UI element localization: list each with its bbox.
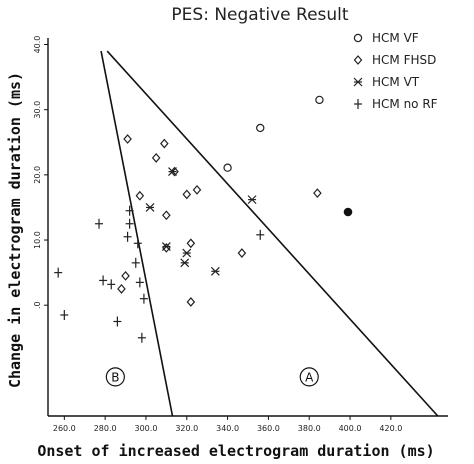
y-tick-label: 30.0 xyxy=(33,101,42,119)
data-point-x xyxy=(182,248,192,258)
data-point-diamond xyxy=(237,248,247,258)
legend-marker-plus xyxy=(354,99,362,109)
data-point-diamond xyxy=(170,166,179,177)
data-point-plus xyxy=(107,279,116,290)
x-tick-label: 360.0 xyxy=(257,424,280,433)
legend-entry: HCM no RF xyxy=(372,97,438,111)
data-point-circle xyxy=(256,123,265,133)
boundary-line xyxy=(100,50,174,417)
chart-title: PES: Negative Result xyxy=(171,5,348,25)
y-tick-label: 40.0 xyxy=(33,36,42,54)
x-tick-label: 280.0 xyxy=(94,424,117,433)
data-point-x xyxy=(145,203,155,212)
data-point-diamond xyxy=(160,138,169,149)
data-point-plus xyxy=(133,238,142,249)
data-point-diamond xyxy=(135,190,145,201)
y-tick-label: .0 xyxy=(33,301,42,309)
data-point-x xyxy=(247,195,257,205)
legend-entry: HCM VF xyxy=(372,31,419,45)
data-point-circle xyxy=(223,163,232,172)
data-point-diamond xyxy=(182,189,192,200)
x-tick-label: 340.0 xyxy=(216,424,239,433)
data-point-x xyxy=(161,242,171,251)
data-point-plus xyxy=(125,205,134,216)
legend-entry: HCM VT xyxy=(372,75,420,89)
legend-marker-diamond xyxy=(353,55,363,65)
data-point-plus xyxy=(125,218,134,229)
x-tick-label: 260.0 xyxy=(53,424,76,433)
data-point-plus xyxy=(60,309,69,320)
region-label: B xyxy=(111,370,119,384)
data-point-plus xyxy=(54,267,63,278)
data-point-diamond xyxy=(151,153,161,163)
data-point-plus xyxy=(135,277,144,288)
data-point-diamond xyxy=(162,210,171,221)
x-tick-label: 420.0 xyxy=(379,424,402,433)
data-point-circle xyxy=(315,95,324,105)
x-tick-label: 300.0 xyxy=(135,424,158,433)
data-point-diamond xyxy=(186,238,196,249)
region-circle xyxy=(105,367,125,387)
data-point-plus xyxy=(131,257,140,268)
data-point-plus xyxy=(113,316,122,327)
x-tick-label: 320.0 xyxy=(175,424,198,433)
y-tick-label: 10.0 xyxy=(33,231,42,249)
x-tick-label: 400.0 xyxy=(339,424,362,433)
legend-marker-x xyxy=(353,77,363,87)
data-point-x xyxy=(180,258,190,268)
plot-area: 260.0 280.0 300.0 320.0 340.0 360.0 380.0 400.0… xyxy=(33,36,448,433)
legend-marker-circle xyxy=(353,33,363,43)
data-point-x xyxy=(168,167,177,177)
data-point-plus xyxy=(256,229,265,240)
legend: HCM VF HCM FHSD HCM VT HCM no RF xyxy=(353,31,438,111)
data-point-diamond xyxy=(313,188,322,199)
legend-entry: HCM FHSD xyxy=(372,53,436,67)
y-tick-label: 20.0 xyxy=(33,166,42,184)
x-axis-label: Onset of increased electrogram duration … xyxy=(37,442,434,460)
data-point-filled-circle xyxy=(343,207,353,217)
data-point-diamond xyxy=(123,134,132,144)
data-point-plus xyxy=(137,332,146,343)
data-point-diamond xyxy=(186,297,196,307)
data-point-plus xyxy=(123,231,132,242)
data-point-x xyxy=(210,266,220,276)
data-point-diamond xyxy=(121,270,130,281)
region-label: A xyxy=(305,370,314,384)
y-axis-label: Change in electrogram duration (ms) xyxy=(6,72,24,388)
data-point-plus xyxy=(139,293,148,304)
boundary-line xyxy=(106,50,439,417)
data-point-plus xyxy=(95,218,104,229)
data-point-diamond xyxy=(117,284,126,294)
region-circle xyxy=(299,367,319,387)
data-point-diamond xyxy=(162,242,171,253)
data-point-plus xyxy=(99,275,108,286)
data-point-diamond xyxy=(192,184,202,195)
x-tick-label: 380.0 xyxy=(298,424,321,433)
